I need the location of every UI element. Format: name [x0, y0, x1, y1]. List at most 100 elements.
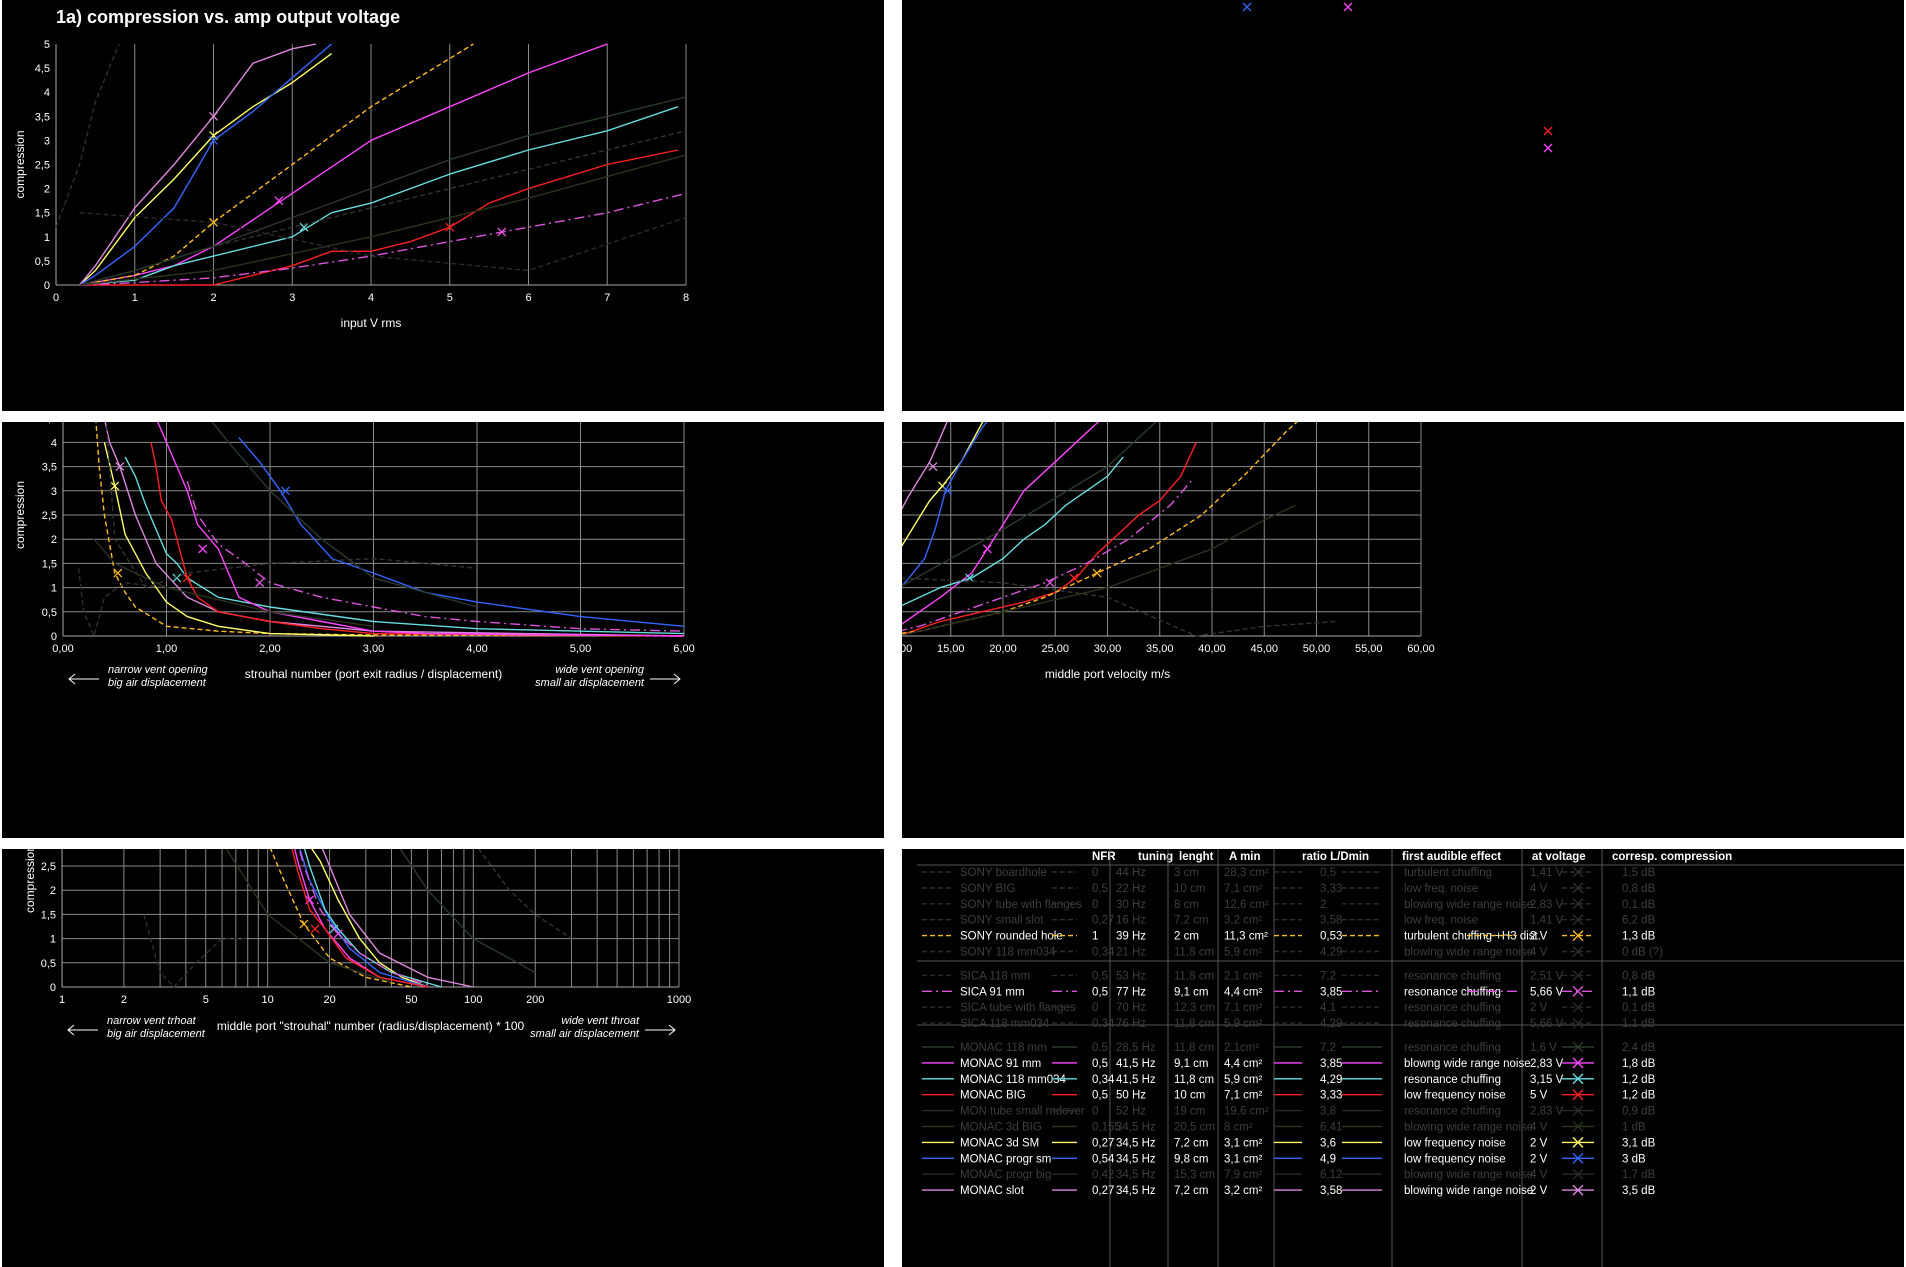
table-cell-tuning: 39 Hz: [1116, 931, 1146, 943]
table-cell-voltage: 1,41 V: [1530, 867, 1564, 879]
table-cell-amin: 5,9 cm²: [1224, 1018, 1263, 1030]
legend-series-name: SONY BIG: [960, 883, 1015, 895]
table-cell-voltage: 4 V: [1530, 883, 1548, 895]
table-cell-voltage: 2,83 V: [1530, 1106, 1564, 1118]
table-cell-length: 11,8 cm: [1174, 1074, 1214, 1086]
table-cell-amin: 7,1 cm²: [1224, 1002, 1263, 1014]
note-left-line2: big air displacement: [108, 677, 207, 689]
legend-marker-x-icon: [1572, 1152, 1584, 1164]
y-tick-label: 3: [44, 135, 50, 147]
legend-series-name: MONAC 118 mm: [960, 1042, 1047, 1054]
table-cell-ratio: 2: [1320, 899, 1326, 911]
series-marker-monac-118-mm034: [299, 222, 309, 232]
y-tick-label: 0: [51, 631, 57, 643]
series-line-monac-91-mm: [156, 422, 685, 637]
table-cell-voltage: 1,41 V: [1530, 915, 1564, 927]
table-cell-amin: 3,1 cm²: [1224, 1153, 1263, 1165]
y-tick-label: 0,5: [42, 607, 57, 619]
chart-panel-1b: 00,20,40,60,811,21,4012341b) compression…: [902, 0, 1904, 411]
table-cell-amin: 4,4 cm²: [1224, 1058, 1263, 1070]
x-axis-label: input V rms: [341, 316, 402, 330]
table-cell-tuning: 22 Hz: [1116, 883, 1146, 895]
y-tick-label: 2: [44, 184, 50, 196]
series-marker-monac-progr-sm: [943, 486, 953, 496]
table-cell-tuning: 77 Hz: [1116, 986, 1146, 998]
x-tick-label: 50: [405, 994, 417, 1006]
table-header: tuning: [1138, 851, 1173, 863]
x-tick-label: 2: [210, 292, 216, 304]
table-cell-amin: 2,1cm²: [1224, 1042, 1259, 1054]
series-marker-monac-slot: [928, 462, 938, 472]
series-line-monac-slot: [79, 43, 317, 286]
series-line-monac-progr-sm: [79, 43, 333, 286]
series-line-monac-big: [150, 442, 685, 637]
x-tick-label: 10: [262, 994, 274, 1006]
x-tick-label: 5: [447, 292, 453, 304]
series-line-sony-rounded-hole: [79, 43, 474, 286]
series-marker-monac-118-mm034: [172, 573, 182, 583]
table-cell-effect: resonance chuffing: [1404, 970, 1501, 982]
table-cell-ratio: 4,1: [1320, 1002, 1336, 1014]
table-cell-effect: blowing wide range noise: [1404, 1185, 1533, 1197]
legend-marker-x-icon: [1572, 1168, 1584, 1180]
table-cell-nfr: 1: [1092, 931, 1098, 943]
table-cell-compression: 0,9 dB: [1622, 1106, 1656, 1118]
table-cell-compression: 1,2 dB: [1622, 1090, 1656, 1102]
x-tick-label: 100: [464, 994, 482, 1006]
table-cell-compression: 3,1 dB: [1622, 1137, 1656, 1149]
table-cell-ratio: 4,29: [1320, 947, 1342, 959]
table-cell-compression: 0,1 dB: [1622, 899, 1656, 911]
series-line-sica-118-mm034: [79, 212, 687, 272]
x-tick-label: 2: [121, 994, 127, 1006]
x-tick-label: 1000: [667, 994, 691, 1006]
y-tick-label: 1: [44, 232, 50, 244]
chart-title: 1a) compression vs. amp output voltage: [56, 7, 400, 27]
table-cell-compression: 1,7 dB: [1622, 1169, 1656, 1181]
series-marker-monac-slot: [209, 111, 218, 121]
series-line-sica-91-mm: [79, 192, 687, 286]
y-tick-label: 3: [51, 486, 57, 498]
x-tick-label: 1: [59, 994, 65, 1006]
table-cell-ratio: 0,53: [1320, 931, 1342, 943]
table-cell-amin: 5,9 cm²: [1224, 947, 1263, 959]
stray-marker: [1343, 2, 1353, 12]
table-cell-nfr: 0,42: [1092, 1169, 1114, 1181]
legend-marker-x-icon: [1572, 882, 1584, 894]
table-cell-length: 3 cm: [1174, 867, 1199, 879]
table-cell-effect: low frequency noise: [1404, 1153, 1506, 1165]
y-tick-label: 0,5: [41, 958, 56, 970]
table-cell-nfr: 0,155: [1092, 1122, 1121, 1134]
series-line-monac-slot: [321, 849, 474, 988]
table-cell-compression: 0,8 dB: [1622, 883, 1656, 895]
series-line-monac-big: [291, 849, 428, 988]
table-cell-ratio: 3,8: [1320, 1106, 1336, 1118]
table-cell-nfr: 0,27: [1092, 1185, 1114, 1197]
series-line-monac-118-mm034: [79, 106, 679, 286]
table-cell-compression: 1,1 dB: [1622, 986, 1656, 998]
series-line-sony-big: [477, 849, 572, 940]
x-tick-label: 15,00: [937, 643, 965, 655]
series-marker-sica-91-mm: [333, 929, 343, 939]
series-line-sony-boardhole: [55, 43, 120, 228]
note-left-line1: narrow vent opening: [108, 664, 209, 676]
series-marker-sony-rounded-hole: [209, 217, 218, 227]
x-tick-label: 2,00: [259, 643, 280, 655]
table-cell-voltage: 2,83 V: [1530, 1058, 1564, 1070]
table-cell-length: 20,5 cm: [1174, 1122, 1215, 1134]
table-cell-tuning: 41,5 Hz: [1116, 1058, 1156, 1070]
series-marker-sica-91-mm: [255, 578, 265, 588]
table-cell-length: 8 cm: [1174, 899, 1199, 911]
stray-marker: [1242, 2, 1252, 12]
x-tick-label: 25,00: [1041, 643, 1069, 655]
table-cell-nfr: 0,5: [1092, 970, 1108, 982]
table-cell-length: 12,3 cm: [1174, 1002, 1215, 1014]
series-line-monac-3d-sm: [103, 442, 374, 637]
table-cell-tuning: 76 Hz: [1116, 1018, 1146, 1030]
y-tick-label: 4: [51, 437, 57, 449]
x-tick-label: 45,00: [1250, 643, 1278, 655]
series-marker-monac-big: [445, 222, 455, 232]
table-cell-nfr: 0,5: [1092, 883, 1108, 895]
plot-area: [55, 43, 687, 286]
series-marker-monac-3d-sm: [110, 481, 120, 491]
table-cell-tuning: 34,5 Hz: [1116, 1169, 1156, 1181]
